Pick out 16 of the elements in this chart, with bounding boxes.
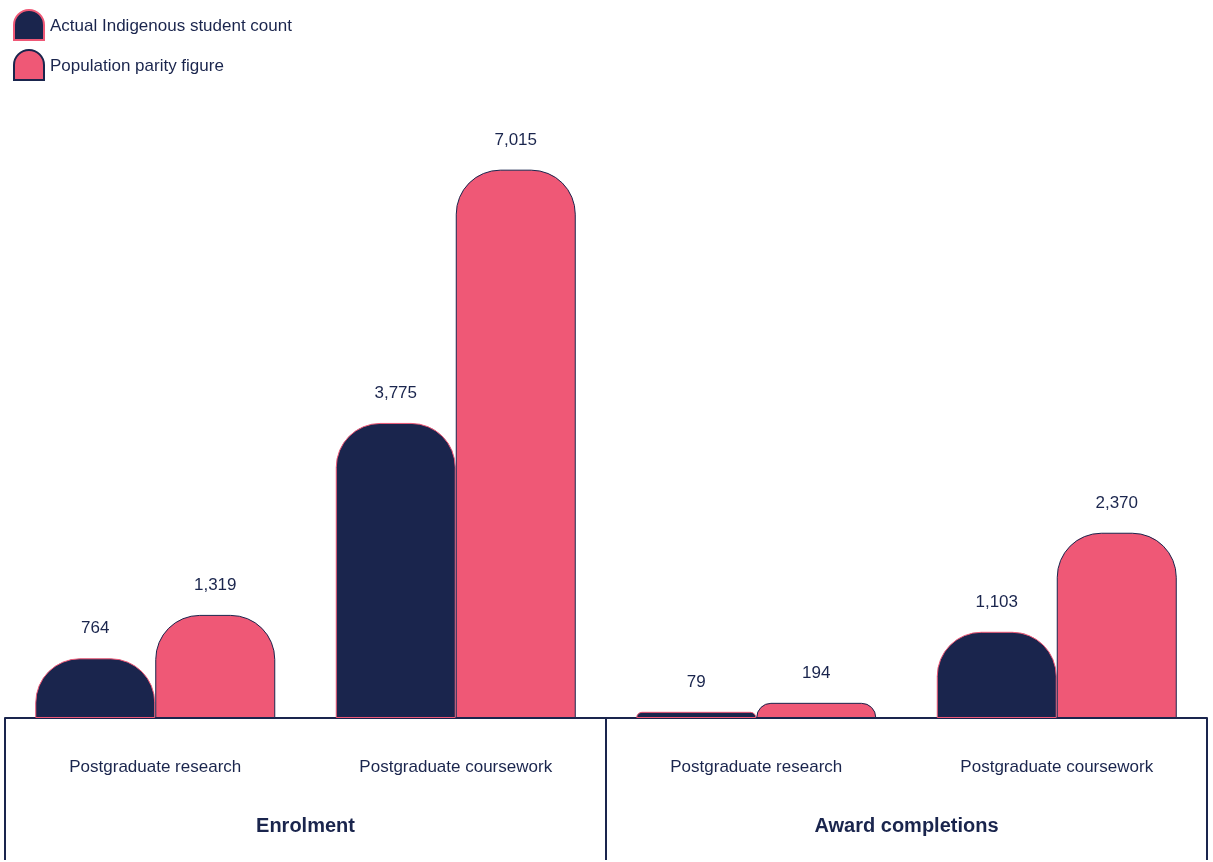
x-tick-label: Postgraduate coursework (359, 757, 553, 776)
data-label: 7,015 (494, 129, 538, 149)
data-label: 1,319 (193, 574, 237, 594)
data-label: 2,370 (1095, 492, 1139, 512)
x-tick-label: Postgraduate coursework (960, 757, 1154, 776)
x-tick-label: Postgraduate research (69, 757, 242, 776)
text: Enrolment (256, 814, 356, 836)
data-label: 764 (81, 618, 110, 638)
legend-label: Actual Indigenous student count (50, 15, 293, 35)
legend-label: Population parity figure (50, 55, 224, 75)
text: Award completions (814, 814, 999, 836)
data-label: 194 (802, 662, 831, 682)
x-tick-label: Postgraduate research (670, 757, 843, 776)
data-label: 3,775 (374, 382, 418, 402)
data-label: 1,103 (975, 591, 1019, 611)
data-label: 79 (686, 671, 706, 691)
